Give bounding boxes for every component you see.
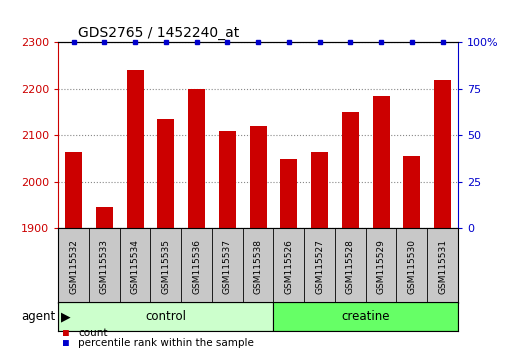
Bar <box>372 96 389 228</box>
Text: percentile rank within the sample: percentile rank within the sample <box>78 338 254 348</box>
Text: GSM115529: GSM115529 <box>376 240 385 295</box>
Text: GSM115531: GSM115531 <box>437 240 446 295</box>
Bar <box>273 302 457 331</box>
Bar <box>219 131 235 228</box>
Bar <box>157 119 174 228</box>
Text: GSM115534: GSM115534 <box>130 240 139 295</box>
Text: GSM115536: GSM115536 <box>192 240 200 295</box>
Bar <box>341 112 358 228</box>
Bar <box>402 156 420 228</box>
Text: count: count <box>78 329 108 338</box>
Text: GDS2765 / 1452240_at: GDS2765 / 1452240_at <box>78 26 239 40</box>
Text: GSM115528: GSM115528 <box>345 240 354 295</box>
Text: creatine: creatine <box>341 310 389 323</box>
Text: GSM115535: GSM115535 <box>161 240 170 295</box>
Bar <box>249 126 266 228</box>
Text: control: control <box>145 310 186 323</box>
Text: GSM115533: GSM115533 <box>99 240 109 295</box>
Text: GSM115532: GSM115532 <box>69 240 78 295</box>
Text: GSM115527: GSM115527 <box>315 240 323 295</box>
Bar <box>95 207 113 228</box>
Text: ■: ■ <box>63 338 69 348</box>
Bar <box>311 152 327 228</box>
Text: GSM115530: GSM115530 <box>407 240 416 295</box>
Bar <box>58 302 273 331</box>
Bar <box>280 159 296 228</box>
Bar <box>433 80 450 228</box>
Bar <box>65 152 82 228</box>
Text: ▶: ▶ <box>61 310 70 323</box>
Bar <box>188 89 205 228</box>
Text: GSM115526: GSM115526 <box>284 240 293 295</box>
Text: agent: agent <box>21 310 56 323</box>
Text: ■: ■ <box>63 329 69 338</box>
Text: GSM115537: GSM115537 <box>222 240 231 295</box>
Text: GSM115538: GSM115538 <box>253 240 262 295</box>
Bar <box>126 70 143 228</box>
